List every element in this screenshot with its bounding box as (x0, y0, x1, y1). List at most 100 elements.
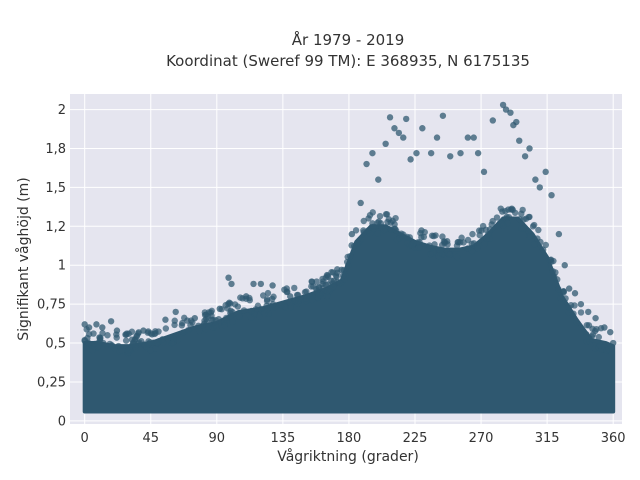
data-point (386, 114, 394, 121)
data-point (128, 336, 136, 343)
data-point (147, 347, 154, 354)
data-point (395, 129, 403, 137)
data-point (426, 242, 433, 249)
data-point (225, 274, 232, 281)
data-point (532, 176, 539, 183)
data-point (268, 295, 276, 303)
data-point (154, 339, 161, 346)
data-point (407, 156, 414, 163)
data-point (369, 209, 376, 216)
data-point (562, 295, 569, 302)
data-point (240, 307, 248, 314)
data-point (402, 115, 410, 123)
data-point (346, 252, 354, 260)
data-point (542, 168, 549, 176)
data-point (413, 149, 420, 157)
data-point (95, 342, 102, 350)
data-point (439, 112, 447, 119)
data-point (525, 213, 532, 221)
data-point (591, 345, 599, 352)
x-tick-label: 360 (601, 431, 626, 446)
x-axis-ticks: 0 45 90 135 180 225 270 315 360 (81, 431, 626, 446)
data-point (191, 314, 198, 322)
data-point (548, 191, 555, 199)
y-tick-label: 0 (58, 414, 66, 429)
data-point (470, 134, 477, 141)
data-point (416, 239, 423, 246)
data-point (336, 279, 344, 286)
data-point (152, 345, 159, 352)
data-point (171, 321, 178, 329)
data-point (427, 149, 435, 157)
data-point (107, 318, 115, 325)
data-point (583, 338, 590, 345)
data-point (162, 325, 170, 332)
data-point (480, 168, 488, 176)
data-point (525, 227, 532, 235)
data-point (216, 305, 223, 313)
data-point (375, 176, 382, 183)
data-point (328, 277, 335, 284)
data-point (517, 225, 525, 232)
data-point (319, 275, 326, 283)
data-point (507, 109, 514, 116)
data-point (242, 293, 250, 300)
y-tick-label: 0,5 (45, 337, 66, 352)
data-point (573, 319, 580, 326)
data-point (319, 280, 326, 288)
data-point (400, 134, 407, 141)
data-point (234, 303, 242, 310)
data-point (339, 272, 347, 279)
data-point (208, 316, 216, 323)
x-tick-label: 45 (142, 431, 159, 446)
data-point (248, 307, 255, 315)
data-point (179, 329, 187, 336)
data-point (260, 292, 267, 299)
data-point (585, 322, 593, 329)
data-point (499, 222, 507, 229)
data-point (376, 212, 384, 220)
data-point (263, 296, 271, 303)
data-point (286, 299, 294, 307)
data-point (609, 339, 617, 347)
x-tick-label: 0 (81, 431, 89, 446)
data-point (213, 324, 220, 331)
data-point (205, 323, 212, 331)
data-point (406, 234, 414, 241)
data-point (181, 314, 188, 322)
x-tick-label: 180 (337, 431, 362, 446)
data-point (571, 290, 579, 297)
data-point (499, 101, 507, 109)
data-point (228, 280, 235, 288)
data-point (479, 222, 487, 230)
data-point (179, 319, 186, 327)
data-point (429, 250, 437, 257)
data-point (415, 244, 423, 251)
data-point (324, 272, 331, 279)
data-point (360, 227, 367, 234)
data-point (172, 308, 179, 316)
data-point (583, 331, 590, 338)
data-point (113, 327, 121, 334)
data-point (185, 326, 192, 334)
data-point (264, 289, 272, 297)
data-point (539, 246, 547, 253)
data-point (338, 266, 345, 274)
data-point (468, 247, 476, 255)
data-point (343, 258, 351, 266)
data-point (125, 330, 132, 337)
data-point (565, 309, 572, 316)
data-point (221, 322, 228, 329)
data-point (513, 118, 520, 126)
data-point (464, 236, 472, 244)
y-tick-label: 0,75 (37, 298, 66, 313)
data-point (256, 312, 263, 320)
y-tick-label: 1,2 (45, 220, 66, 235)
data-point (469, 230, 476, 238)
data-point (323, 292, 331, 300)
data-point (520, 216, 527, 223)
data-point (391, 125, 398, 132)
data-point (229, 318, 236, 325)
data-point (536, 184, 543, 191)
x-tick-label: 135 (270, 431, 295, 446)
